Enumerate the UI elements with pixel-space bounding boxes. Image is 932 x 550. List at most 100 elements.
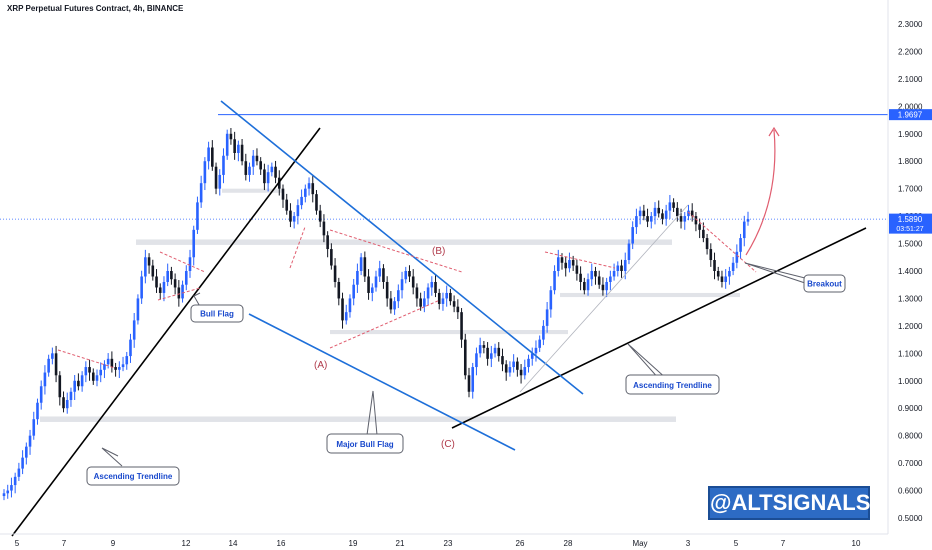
candle-body — [463, 339, 467, 376]
candle-body — [452, 301, 456, 307]
price-label-badge — [889, 109, 932, 121]
candle-body — [214, 166, 218, 189]
candle-body — [590, 271, 594, 280]
candle-body — [586, 279, 590, 291]
candle-body — [694, 216, 698, 225]
wave-label-b: (B) — [432, 246, 445, 257]
candle-body — [430, 281, 434, 288]
candle-body — [318, 210, 322, 222]
candle-body — [702, 229, 705, 239]
candle-body — [742, 221, 746, 239]
candle-body — [367, 276, 370, 293]
support-zone — [40, 416, 676, 422]
candle-body — [251, 155, 255, 167]
watermark-logo: @ALTSIGNALS — [708, 486, 870, 520]
candle-body — [676, 207, 679, 217]
candle-body — [240, 144, 244, 162]
candle-body — [285, 199, 289, 211]
candle-body — [203, 161, 207, 184]
annotation-ascending-trendline-left[interactable]: Ascending Trendline — [86, 466, 180, 486]
x-tick-label: 16 — [277, 539, 286, 548]
candle-body — [51, 353, 54, 359]
candle-body — [118, 367, 121, 370]
candle-body — [423, 298, 426, 307]
candle-body — [32, 419, 36, 436]
flag-lower-line[interactable] — [248, 313, 516, 451]
annotation-bull-flag[interactable]: Bull Flag — [190, 304, 244, 323]
candle-body — [731, 262, 735, 271]
y-tick-label: 2.1000 — [898, 75, 923, 84]
annotation-breakout[interactable]: Breakout — [803, 274, 846, 293]
candle-body — [482, 345, 486, 348]
candle-body — [490, 353, 493, 359]
candle-body — [441, 298, 445, 304]
candle-body — [672, 202, 675, 208]
candle-body — [322, 221, 326, 236]
wave-label-c: (C) — [441, 439, 455, 450]
trendline-right[interactable] — [451, 227, 867, 429]
gray-guide-line — [519, 204, 689, 393]
candle-body — [594, 271, 597, 277]
candle-body — [378, 268, 382, 277]
candle-body — [411, 276, 415, 288]
candle-body — [698, 224, 701, 230]
y-tick-label: 0.6000 — [898, 487, 923, 496]
candle-body — [95, 375, 99, 381]
candle-body — [456, 306, 460, 313]
candle-body — [21, 457, 24, 469]
pattern-lines — [57, 211, 757, 369]
candle-body — [99, 369, 103, 376]
x-tick-label: 26 — [516, 539, 525, 548]
candle-body — [344, 312, 348, 321]
candle-body — [583, 281, 586, 291]
candle-body — [575, 265, 579, 274]
candle-body — [486, 347, 489, 359]
candle-body — [222, 155, 225, 175]
candle-body — [292, 216, 296, 222]
x-tick-label: 9 — [111, 539, 116, 548]
candle-body — [746, 219, 750, 222]
candle-body — [248, 166, 251, 175]
candle-body — [564, 262, 568, 269]
candle-body — [188, 257, 192, 271]
candle-body — [43, 372, 47, 387]
candle-body — [110, 358, 114, 368]
candle-body — [333, 265, 337, 282]
y-tick-label: 1.9000 — [898, 130, 923, 139]
candle-body — [125, 356, 129, 365]
candle-body — [635, 216, 638, 228]
flag-upper-line[interactable] — [220, 100, 584, 395]
candle-body — [653, 207, 657, 217]
candle-body — [597, 276, 601, 285]
x-tick-label: 23 — [444, 539, 453, 548]
candle-body — [155, 276, 158, 288]
support-zone — [330, 330, 568, 335]
candle-body — [225, 133, 229, 156]
y-tick-label: 1.3000 — [898, 294, 923, 303]
candle-body — [65, 399, 69, 409]
candle-body — [382, 268, 385, 282]
candle-body — [129, 339, 132, 357]
candle-body — [512, 361, 515, 368]
x-tick-label: 10 — [852, 539, 861, 548]
candle-body — [661, 213, 664, 219]
candle-body — [199, 183, 203, 203]
candle-body — [114, 367, 117, 370]
candle-body — [404, 271, 408, 280]
candle-body — [311, 183, 315, 195]
breakout-projection-arrow — [745, 129, 776, 256]
candle-body — [605, 281, 608, 291]
candle-body — [281, 188, 285, 200]
trendline-left[interactable] — [11, 127, 321, 537]
candle-body — [419, 298, 422, 307]
x-tick-label: 19 — [349, 539, 358, 548]
annotation-major-bull-flag[interactable]: Major Bull Flag — [326, 433, 404, 454]
annotation-ascending-trendline-right[interactable]: Ascending Trendline — [625, 374, 720, 395]
candle-body — [523, 367, 527, 376]
candle-body — [445, 292, 448, 299]
candle-body — [211, 147, 214, 167]
y-tick-label: 0.8000 — [898, 432, 923, 441]
candle-body — [687, 210, 690, 217]
candle-body — [274, 166, 277, 178]
